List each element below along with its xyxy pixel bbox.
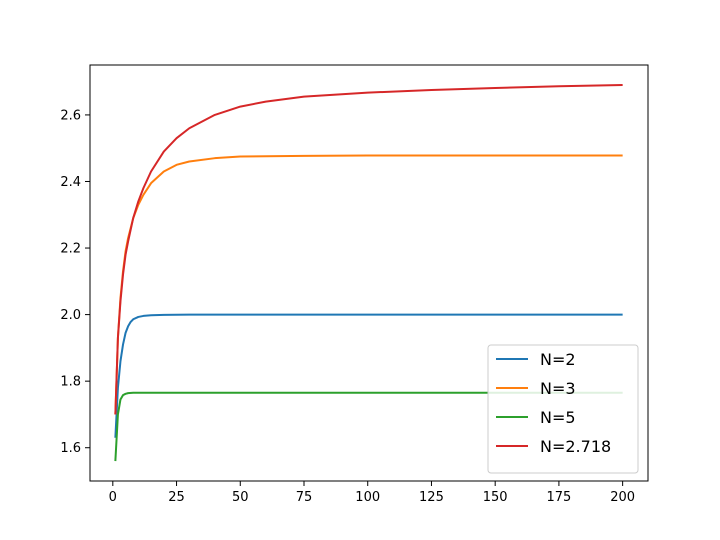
y-tick-label: 2.0 [60, 308, 81, 323]
legend-label-4: N=2.718 [540, 437, 611, 456]
y-axis-ticks: 1.6 1.8 2.0 2.2 2.4 2.6 [60, 108, 90, 456]
x-tick-label: 0 [109, 490, 117, 505]
y-tick-label: 1.8 [60, 375, 81, 390]
plot-frame [89, 64, 649, 482]
y-tick-label: 2.2 [60, 242, 81, 257]
x-tick-label: 125 [419, 490, 444, 505]
x-axis-ticks: 0 25 50 75 100 125 150 175 200 [109, 481, 635, 505]
x-tick-label: 200 [610, 490, 635, 505]
x-tick-label: 100 [355, 490, 380, 505]
legend: N=2 N=3 N=5 N=2.718 [487, 344, 639, 474]
y-tick-label: 1.6 [60, 441, 81, 456]
y-tick-label: 2.4 [60, 175, 81, 190]
x-tick-label: 25 [168, 490, 185, 505]
x-tick-label: 50 [232, 490, 249, 505]
x-tick-label: 175 [546, 490, 571, 505]
legend-label-3: N=5 [540, 408, 576, 427]
axes-layer [89, 64, 649, 482]
legend-label-2: N=3 [540, 379, 576, 398]
legend-box [487, 344, 639, 474]
legend-label-1: N=2 [540, 350, 576, 369]
y-tick-label: 2.6 [60, 108, 81, 123]
series-layer [114, 83, 623, 462]
series-line-1 [114, 313, 623, 438]
x-tick-label: 150 [483, 490, 508, 505]
x-tick-label: 75 [296, 490, 313, 505]
series-line-4 [114, 83, 623, 415]
series-line-3 [114, 391, 623, 462]
